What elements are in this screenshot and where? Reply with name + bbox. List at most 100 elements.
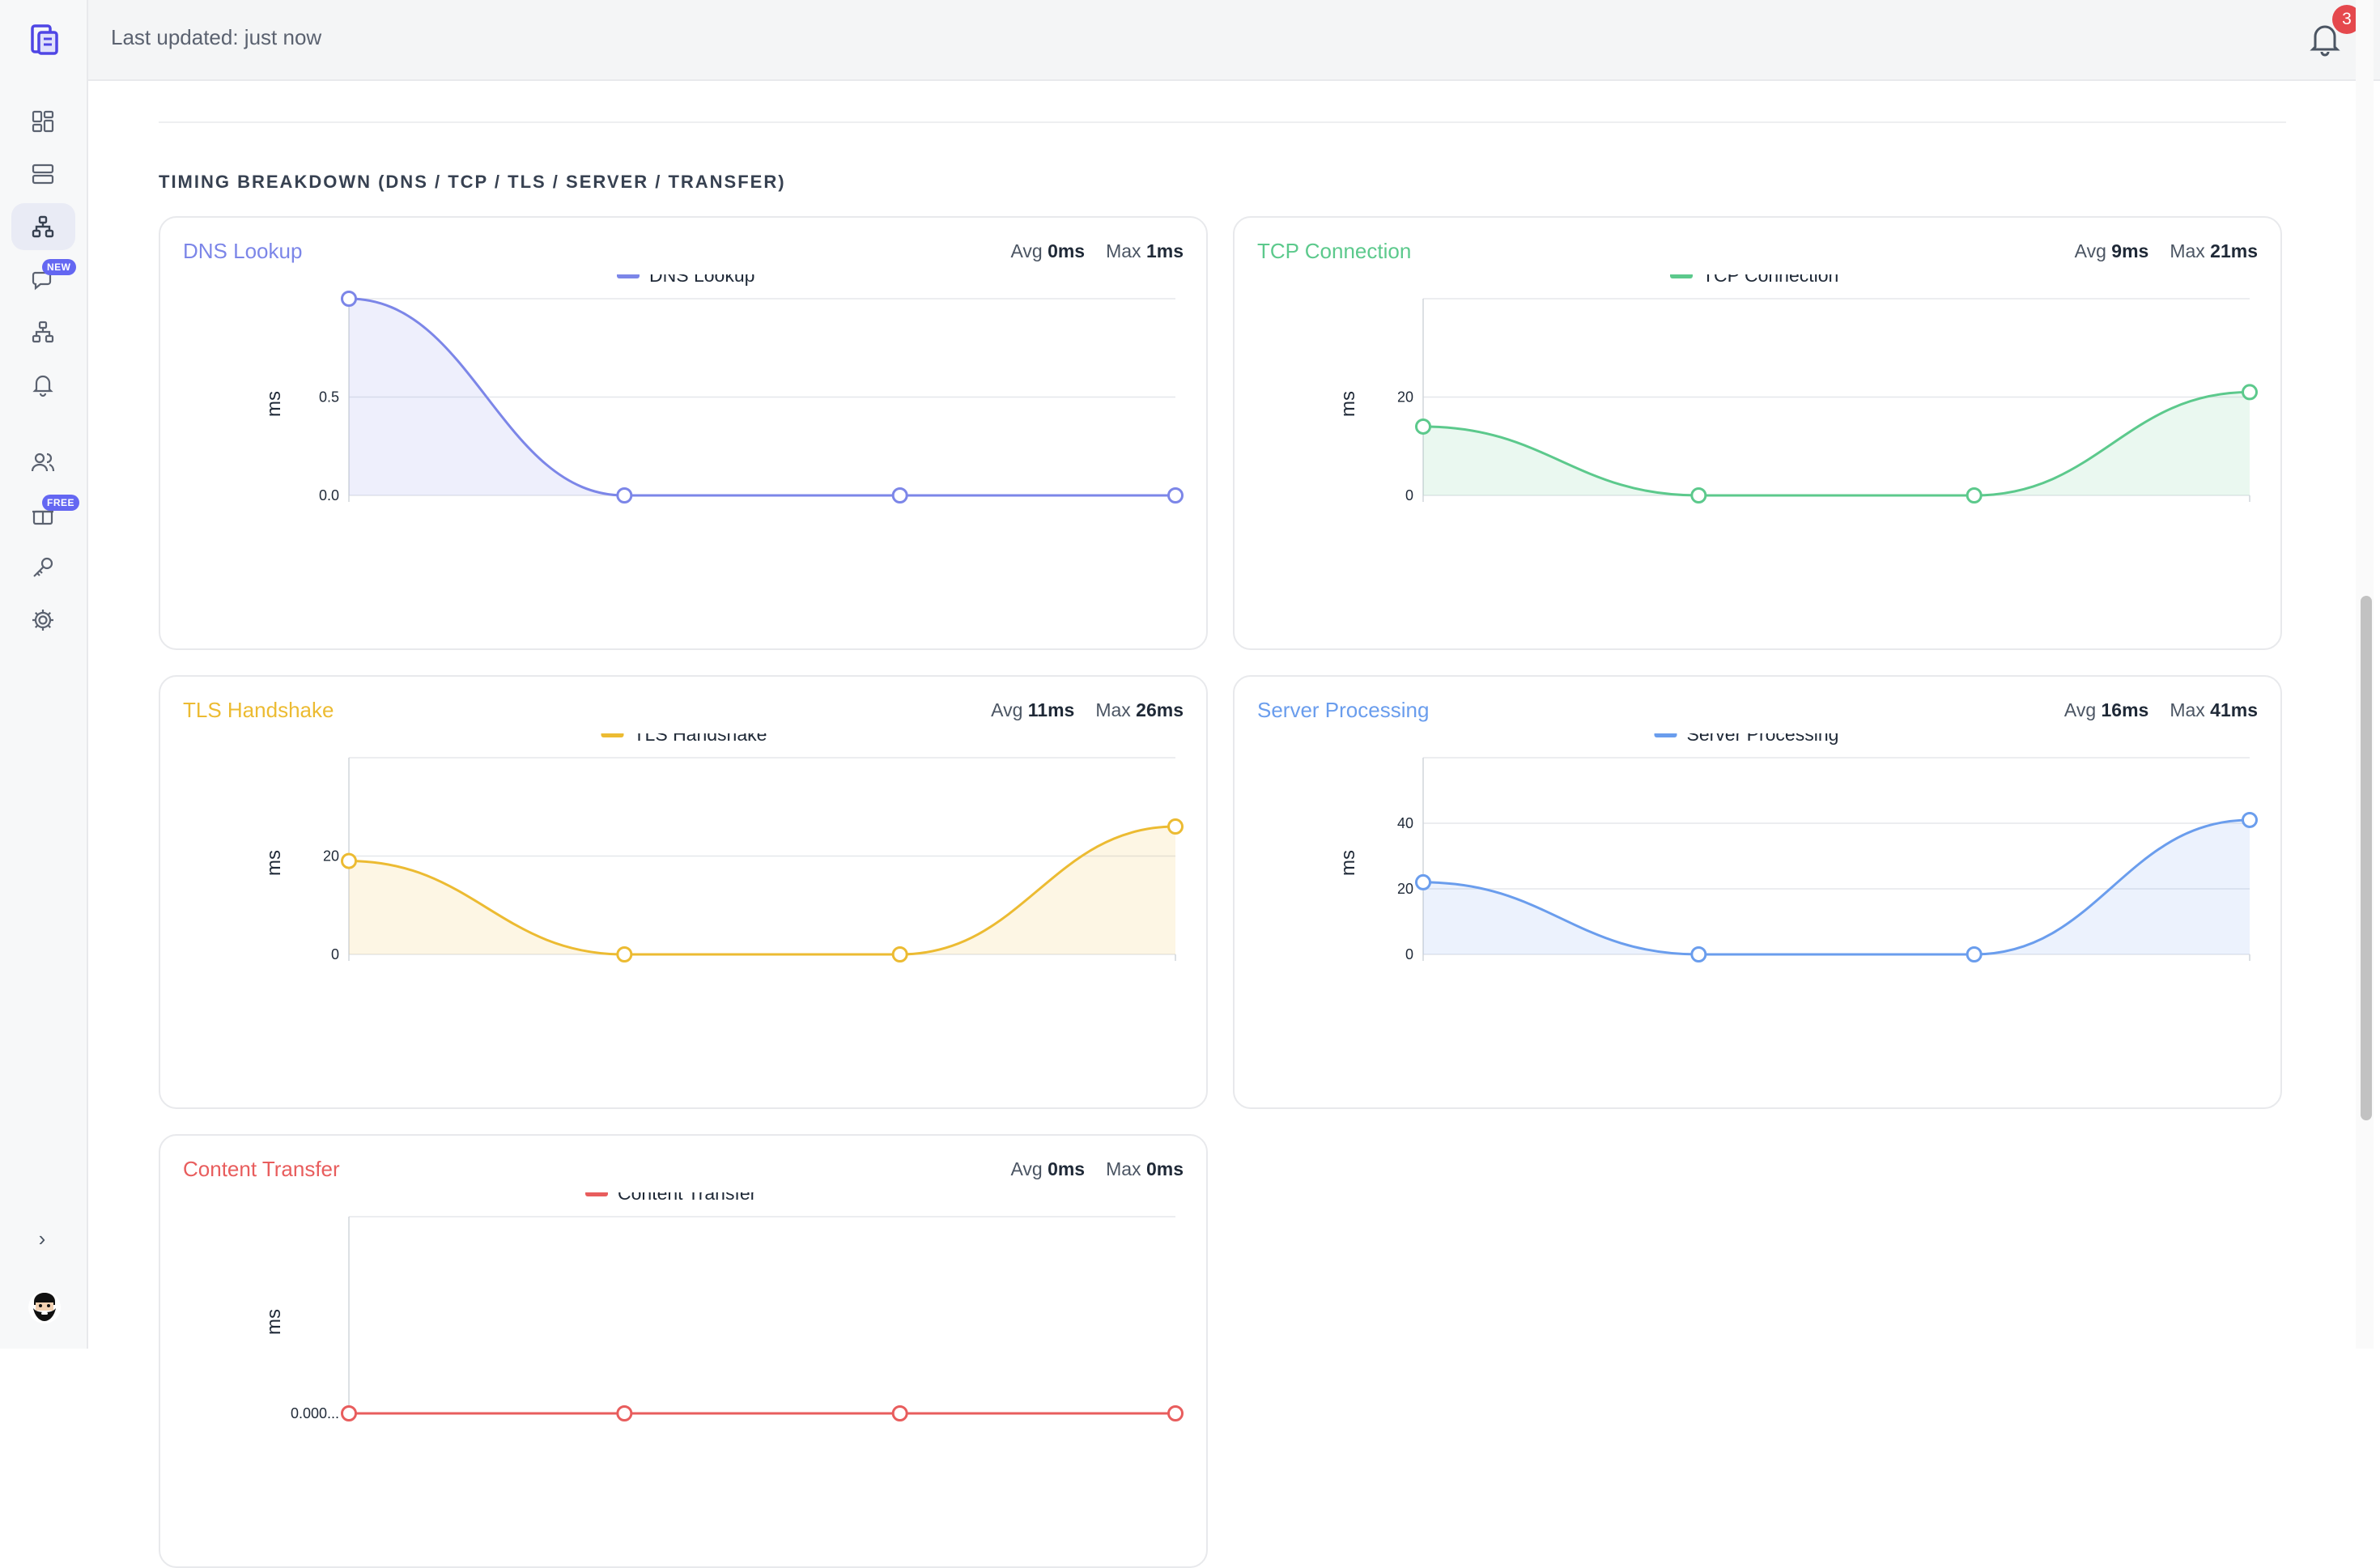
card-stats: Avg 9ms Max 21ms [2075, 240, 2258, 262]
server-icon [32, 164, 54, 185]
card-stats: Avg 0ms Max 1ms [1010, 240, 1184, 262]
sidebar-item-network[interactable] [11, 203, 75, 250]
content-transfer-card: Content Transfer Avg 0ms Max 0ms Content … [159, 1134, 1208, 1568]
sidebar-item-users[interactable] [11, 439, 75, 486]
legend-label: DNS Lookup [649, 274, 754, 286]
network-icon [32, 215, 54, 238]
y-tick-label: 0 [1405, 487, 1413, 504]
logo-icon[interactable] [24, 19, 63, 58]
gift-icon [32, 510, 53, 525]
tcp-connection-chart: TCP Connection ms 0 20 [1337, 274, 2258, 504]
notifications-bell-icon[interactable] [2306, 19, 2344, 58]
sidebar-item-sitemap[interactable] [11, 308, 75, 355]
tcp-connection-card: TCP Connection Avg 9ms Max 21ms TCP Conne… [1233, 216, 2282, 650]
sidebar-item-servers[interactable] [11, 151, 75, 198]
y-axis-label: ms [263, 1309, 285, 1335]
avg-label: Avg [1010, 240, 1043, 261]
data-point[interactable] [2242, 811, 2258, 828]
gear-icon [32, 610, 53, 631]
avg-label: Avg [991, 699, 1023, 720]
data-point[interactable] [1167, 1405, 1184, 1421]
legend[interactable]: DNS Lookup [617, 274, 754, 286]
max-label: Max [2170, 240, 2205, 261]
y-tick-label: 0 [1405, 946, 1413, 962]
data-point[interactable] [891, 946, 908, 962]
legend-swatch [1654, 733, 1677, 737]
content-transfer-chart: Content Transfer ms 0.000... [263, 1192, 1184, 1421]
dns-lookup-card: DNS Lookup Avg 0ms Max 1ms DNS Lookup ms 0.… [159, 216, 1208, 650]
y-axis-label: ms [1337, 850, 1359, 876]
legend-label: Server Processing [1687, 733, 1839, 745]
avg-label: Avg [2074, 240, 2106, 261]
data-point[interactable] [1690, 946, 1707, 962]
legend[interactable]: Server Processing [1654, 733, 1839, 745]
y-axis-label: ms [263, 850, 285, 876]
y-axis-label: ms [1337, 391, 1359, 417]
avg-value: 11ms [1027, 699, 1075, 720]
y-tick-label: 20 [1397, 881, 1413, 897]
y-tick-label: 0.000... [291, 1405, 339, 1421]
series-area [1423, 392, 2250, 495]
data-point[interactable] [616, 1405, 633, 1421]
legend-swatch [585, 1192, 608, 1196]
card-title: TLS Handshake [183, 698, 334, 722]
avg-value: 0ms [1048, 1158, 1086, 1179]
dashboard-icon [32, 110, 54, 133]
data-point[interactable] [891, 487, 908, 504]
sidebar-item-dashboard[interactable] [11, 98, 75, 145]
avatar[interactable] [28, 1290, 62, 1324]
avg-value: 9ms [2111, 240, 2149, 261]
data-point[interactable] [1167, 487, 1184, 504]
card-stats: Avg 0ms Max 0ms [1010, 1158, 1184, 1180]
data-point[interactable] [616, 946, 633, 962]
legend-label: TCP Connection [1702, 274, 1838, 286]
tls-handshake-card: TLS Handshake Avg 11ms Max 26ms TLS Hands… [159, 675, 1208, 1109]
tls-handshake-chart: TLS Handshake ms 0 20 [263, 733, 1184, 962]
data-point[interactable] [1966, 487, 1983, 504]
sidebar-item-gifts[interactable]: FREE [11, 491, 80, 538]
data-point[interactable] [616, 487, 633, 504]
y-axis-label: ms [263, 391, 285, 417]
data-point[interactable] [891, 1405, 908, 1421]
sidebar-item-settings[interactable] [11, 597, 75, 644]
new-badge: NEW [42, 259, 76, 275]
y-tick-label: 0.5 [319, 389, 339, 406]
avg-value: 16ms [2101, 699, 2149, 720]
legend-swatch [601, 733, 624, 737]
scrollbar-thumb[interactable] [2361, 596, 2372, 1120]
data-point[interactable] [341, 852, 357, 869]
legend[interactable]: Content Transfer [585, 1192, 757, 1204]
data-point[interactable] [1966, 946, 1983, 962]
expand-sidebar-button[interactable]: › [38, 1226, 46, 1251]
card-title: Server Processing [1257, 698, 1430, 722]
key-icon [33, 557, 53, 577]
data-point[interactable] [341, 1405, 357, 1421]
avg-label: Avg [2063, 699, 2097, 720]
series-area [349, 826, 1175, 954]
data-point[interactable] [1690, 487, 1707, 504]
last-updated-text: Last updated: just now [111, 25, 322, 49]
max-value: 1ms [1145, 240, 1184, 261]
legend[interactable]: TLS Handshake [601, 733, 767, 745]
y-tick-label: 20 [323, 848, 339, 865]
series-area [1423, 819, 2250, 954]
data-point[interactable] [1167, 818, 1184, 835]
data-point[interactable] [2242, 384, 2258, 401]
legend[interactable]: TCP Connection [1670, 274, 1838, 286]
card-title: Content Transfer [183, 1157, 340, 1181]
y-tick-label: 0.0 [319, 487, 339, 504]
legend-swatch [617, 274, 640, 278]
y-tick-label: 0 [331, 946, 339, 962]
data-point[interactable] [1415, 418, 1431, 435]
max-label: Max [2170, 699, 2205, 720]
sidebar-item-chat[interactable]: NEW [11, 256, 76, 303]
y-tick-label: 40 [1397, 815, 1413, 831]
section-divider [159, 121, 2286, 123]
sidebar-item-api-keys[interactable] [11, 544, 75, 591]
data-point[interactable] [341, 291, 357, 307]
sidebar-item-alerts[interactable] [11, 361, 75, 408]
data-point[interactable] [1415, 873, 1431, 890]
series-area [349, 299, 1175, 495]
series-line [1422, 818, 2250, 956]
card-stats: Avg 11ms Max 26ms [991, 699, 1184, 721]
